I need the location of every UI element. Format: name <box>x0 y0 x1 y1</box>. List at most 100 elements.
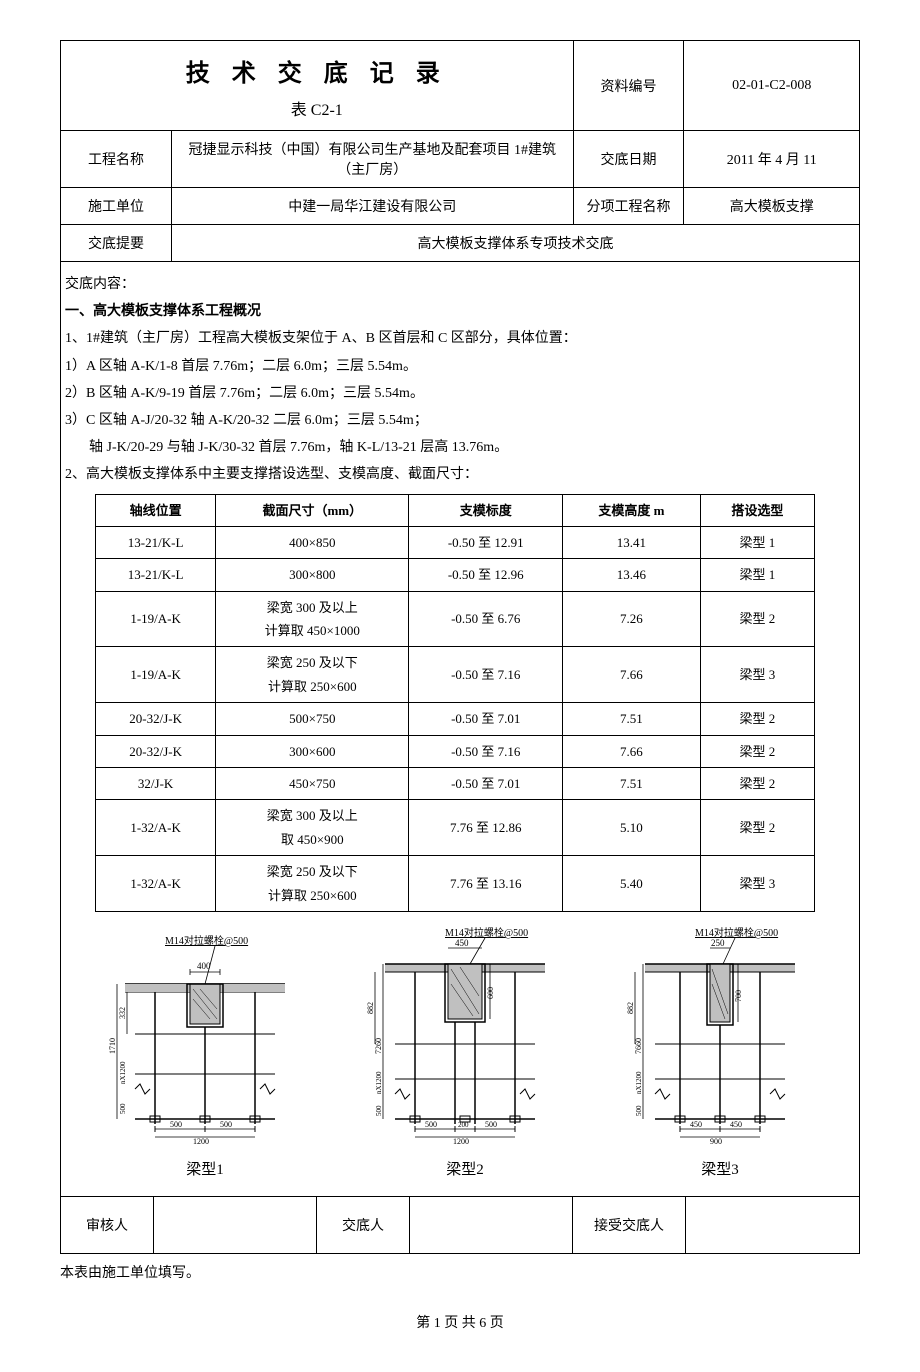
table-cell: 梁宽 300 及以上取 450×900 <box>216 800 409 856</box>
table-cell: 梁型 3 <box>700 856 814 912</box>
content-line: 1、1#建筑（主厂房）工程高大模板支架位于 A、B 区首层和 C 区部分，具体位… <box>65 326 855 351</box>
dim: 900 <box>710 1137 722 1144</box>
content-line: 轴 J-K/20-29 与轴 J-K/30-32 首层 7.76m，轴 K-L/… <box>65 435 855 460</box>
diagram-2: M14对拉螺栓@500 450 <box>365 924 565 1184</box>
dim: 500 <box>119 1103 127 1114</box>
table-cell: 梁型 2 <box>700 703 814 735</box>
document-page: 技 术 交 底 记 录 资料编号 02-01-C2-008 表 C2-1 工程名… <box>60 40 860 1332</box>
reviewer-blank <box>154 1197 317 1254</box>
doc-title: 技 术 交 底 记 录 <box>61 41 574 93</box>
dim: 250 <box>711 938 725 948</box>
table-cell: 7.51 <box>563 703 701 735</box>
date-label: 交底日期 <box>573 131 684 188</box>
summary-value: 高大模板支撑体系专项技术交底 <box>171 225 859 262</box>
dim: 450 <box>730 1120 742 1129</box>
table-row: 32/J-K450×750-0.50 至 7.017.51梁型 2 <box>96 768 815 800</box>
table-cell: 400×850 <box>216 526 409 558</box>
col-header: 支模高度 m <box>563 494 701 526</box>
doc-num-label: 资料编号 <box>573 41 684 131</box>
dim: 500 <box>485 1120 497 1129</box>
table-cell: 500×750 <box>216 703 409 735</box>
table-cell: 32/J-K <box>96 768 216 800</box>
diagram-3: M14对拉螺栓@500 250 700 <box>625 924 815 1184</box>
col-header: 搭设选型 <box>700 494 814 526</box>
header-table: 技 术 交 底 记 录 资料编号 02-01-C2-008 表 C2-1 工程名… <box>60 40 860 262</box>
table-cell: 1-19/A-K <box>96 591 216 647</box>
page-number: 第 1 页 共 6 页 <box>60 1312 860 1332</box>
diagram-1-label: 梁型1 <box>105 1157 305 1184</box>
col-header: 轴线位置 <box>96 494 216 526</box>
table-row: 1-32/A-K梁宽 250 及以下计算取 250×6007.76 至 13.1… <box>96 856 815 912</box>
table-cell: -0.50 至 12.91 <box>409 526 563 558</box>
table-cell: 20-32/J-K <box>96 703 216 735</box>
table-cell: 梁型 2 <box>700 768 814 800</box>
table-cell: 1-32/A-K <box>96 856 216 912</box>
doc-num: 02-01-C2-008 <box>684 41 860 131</box>
project-label: 工程名称 <box>61 131 172 188</box>
dim: 450 <box>455 938 469 948</box>
table-cell: 梁型 3 <box>700 647 814 703</box>
table-cell: -0.50 至 7.01 <box>409 703 563 735</box>
table-cell: 5.10 <box>563 800 701 856</box>
table-cell: 7.76 至 13.16 <box>409 856 563 912</box>
dim-beam-w: 400 <box>197 961 211 971</box>
table-cell: 梁型 1 <box>700 559 814 591</box>
section1-title: 一、高大模板支撑体系工程概况 <box>65 299 855 324</box>
table-cell: 1-19/A-K <box>96 647 216 703</box>
diagram-2-label: 梁型2 <box>365 1157 565 1184</box>
project-name: 冠捷显示科技（中国）有限公司生产基地及配套项目 1#建筑（主厂房） <box>171 131 573 188</box>
bolt-label: M14对拉螺栓@500 <box>695 926 778 939</box>
table-cell: 13.46 <box>563 559 701 591</box>
dim: 7660 <box>634 1038 643 1054</box>
content-line: 2、高大模板支撑体系中主要支撑搭设选型、支模高度、截面尺寸： <box>65 462 855 487</box>
doc-subtitle: 表 C2-1 <box>61 92 574 131</box>
table-cell: 13-21/K-L <box>96 526 216 558</box>
receiver-blank <box>686 1197 860 1254</box>
table-cell: 梁型 2 <box>700 591 814 647</box>
content-line: 3）C 区轴 A-J/20-32 轴 A-K/20-32 二层 6.0m；三层 … <box>65 408 855 433</box>
footnote: 本表由施工单位填写。 <box>60 1262 860 1282</box>
dim: 882 <box>626 1002 635 1014</box>
diagram-3-label: 梁型3 <box>625 1157 815 1184</box>
dim: nX1200 <box>635 1071 643 1094</box>
table-cell: 450×750 <box>216 768 409 800</box>
dim: 500 <box>375 1105 383 1116</box>
table-cell: 梁型 1 <box>700 526 814 558</box>
table-cell: 7.76 至 12.86 <box>409 800 563 856</box>
table-row: 20-32/J-K500×750-0.50 至 7.017.51梁型 2 <box>96 703 815 735</box>
table-cell: 7.26 <box>563 591 701 647</box>
bolt-label: M14对拉螺栓@500 <box>165 934 248 947</box>
dim: 500 <box>170 1120 182 1129</box>
disclose-blank <box>410 1197 573 1254</box>
table-row: 1-19/A-K梁宽 250 及以下计算取 250×600-0.50 至 7.1… <box>96 647 815 703</box>
table-cell: -0.50 至 7.16 <box>409 735 563 767</box>
unit-value: 中建一局华江建设有限公司 <box>171 188 573 225</box>
diagram-1: M14对拉螺栓@500 40 <box>105 924 305 1184</box>
dim: 1200 <box>193 1137 209 1144</box>
table-row: 1-19/A-K梁宽 300 及以上计算取 450×1000-0.50 至 6.… <box>96 591 815 647</box>
dim: nX1200 <box>375 1071 383 1094</box>
dim: nX1200 <box>119 1061 127 1084</box>
receiver-label: 接受交底人 <box>573 1197 686 1254</box>
content-line: 2）B 区轴 A-K/9-19 首层 7.76m；二层 6.0m；三层 5.54… <box>65 381 855 406</box>
table-row: 13-21/K-L300×800-0.50 至 12.9613.46梁型 1 <box>96 559 815 591</box>
dim: 882 <box>366 1002 375 1014</box>
table-header-row: 轴线位置 截面尺寸（mm） 支模标度 支模高度 m 搭设选型 <box>96 494 815 526</box>
beam-diagram-3-svg: M14对拉螺栓@500 250 700 <box>625 924 815 1144</box>
diagrams-row: M14对拉螺栓@500 40 <box>65 924 855 1184</box>
subproject-label: 分项工程名称 <box>573 188 684 225</box>
table-cell: 300×800 <box>216 559 409 591</box>
dim: 450 <box>690 1120 702 1129</box>
table-cell: -0.50 至 7.16 <box>409 647 563 703</box>
table-cell: 梁宽 300 及以上计算取 450×1000 <box>216 591 409 647</box>
content-line: 1）A 区轴 A-K/1-8 首层 7.76m；二层 6.0m；三层 5.54m… <box>65 354 855 379</box>
dim: 500 <box>635 1105 643 1116</box>
reviewer-label: 审核人 <box>61 1197 154 1254</box>
col-header: 支模标度 <box>409 494 563 526</box>
table-cell: 13.41 <box>563 526 701 558</box>
data-table: 轴线位置 截面尺寸（mm） 支模标度 支模高度 m 搭设选型 13-21/K-L… <box>95 494 815 912</box>
dim: 500 <box>425 1120 437 1129</box>
table-cell: 7.66 <box>563 647 701 703</box>
col-header: 截面尺寸（mm） <box>216 494 409 526</box>
table-cell: 300×600 <box>216 735 409 767</box>
